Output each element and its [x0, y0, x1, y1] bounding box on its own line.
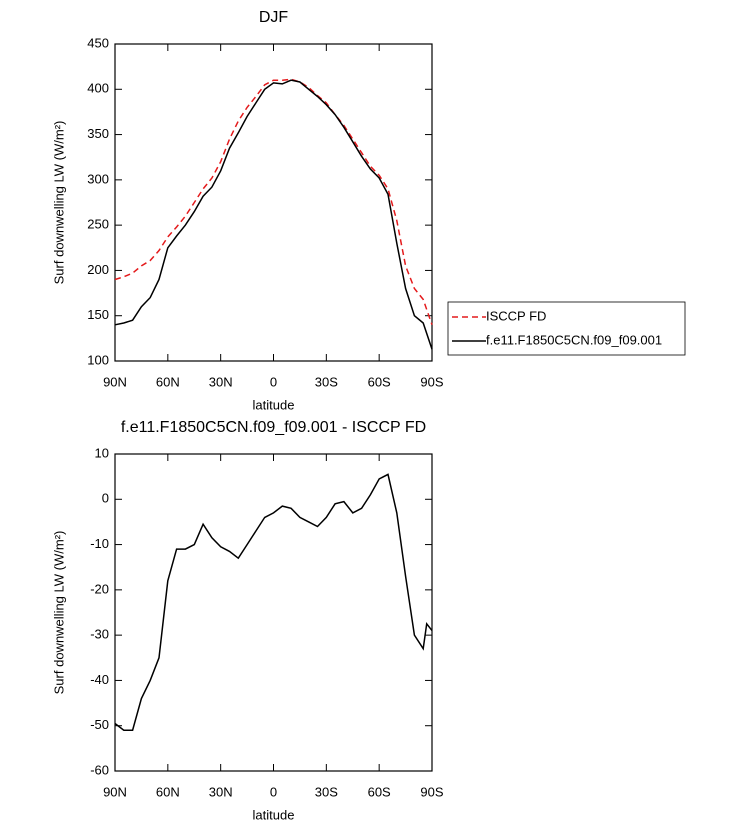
- y-tick-label: -30: [90, 627, 109, 642]
- x-tick-label: 60S: [368, 784, 391, 799]
- x-tick-label: 30N: [209, 374, 233, 389]
- y-tick-label: 200: [87, 262, 109, 277]
- y-tick-label: -60: [90, 762, 109, 777]
- y-tick-label: 0: [102, 491, 109, 506]
- x-tick-label: 60N: [156, 374, 180, 389]
- chart-title: DJF: [259, 9, 289, 26]
- x-tick-label: 30N: [209, 784, 233, 799]
- plot-frame: [114, 43, 433, 362]
- data-line: [114, 79, 433, 350]
- y-tick-label: 450: [87, 35, 109, 50]
- x-tick-label: 0: [270, 374, 277, 389]
- x-tick-label: 30S: [315, 374, 338, 389]
- x-tick-label: 90N: [103, 784, 127, 799]
- y-tick-label: -10: [90, 536, 109, 551]
- y-axis-label: Surf downwelling LW (W/m²): [51, 121, 66, 285]
- x-tick-label: 30S: [315, 784, 338, 799]
- legend-label: f.e11.F1850C5CN.f09_f09.001: [486, 332, 662, 347]
- y-tick-label: 100: [87, 352, 109, 367]
- y-tick-label: 10: [95, 445, 109, 460]
- x-axis-label: latitude: [253, 807, 295, 822]
- y-tick-label: 400: [87, 81, 109, 96]
- x-tick-label: 90N: [103, 374, 127, 389]
- legend-box: [447, 301, 686, 356]
- x-tick-label: 0: [270, 784, 277, 799]
- x-tick-label: 60S: [368, 374, 391, 389]
- x-tick-label: 60N: [156, 784, 180, 799]
- data-line: [114, 78, 433, 326]
- x-tick-label: 90S: [420, 374, 443, 389]
- x-axis-label: latitude: [253, 397, 295, 412]
- y-tick-label: -40: [90, 672, 109, 687]
- y-tick-label: 250: [87, 217, 109, 232]
- legend-label: ISCCP FD: [486, 308, 546, 323]
- y-tick-label: 150: [87, 307, 109, 322]
- y-tick-label: 350: [87, 126, 109, 141]
- chart-panel: DJF 100 150 200 250 300 350 400 450 90N 60N 30N 0 30S…: [51, 9, 686, 412]
- x-tick-label: 90S: [420, 784, 443, 799]
- y-tick-label: -20: [90, 581, 109, 596]
- chart-panel: f.e11.F1850C5CN.f09_f09.001 - ISCCP FD -6…: [51, 419, 443, 822]
- plot-frame: [114, 453, 433, 772]
- y-tick-label: -50: [90, 717, 109, 732]
- chart-title: f.e11.F1850C5CN.f09_f09.001 - ISCCP FD: [121, 419, 426, 436]
- data-line: [114, 473, 433, 731]
- y-axis-label: Surf downwelling LW (W/m²): [51, 531, 66, 695]
- y-tick-label: 300: [87, 171, 109, 186]
